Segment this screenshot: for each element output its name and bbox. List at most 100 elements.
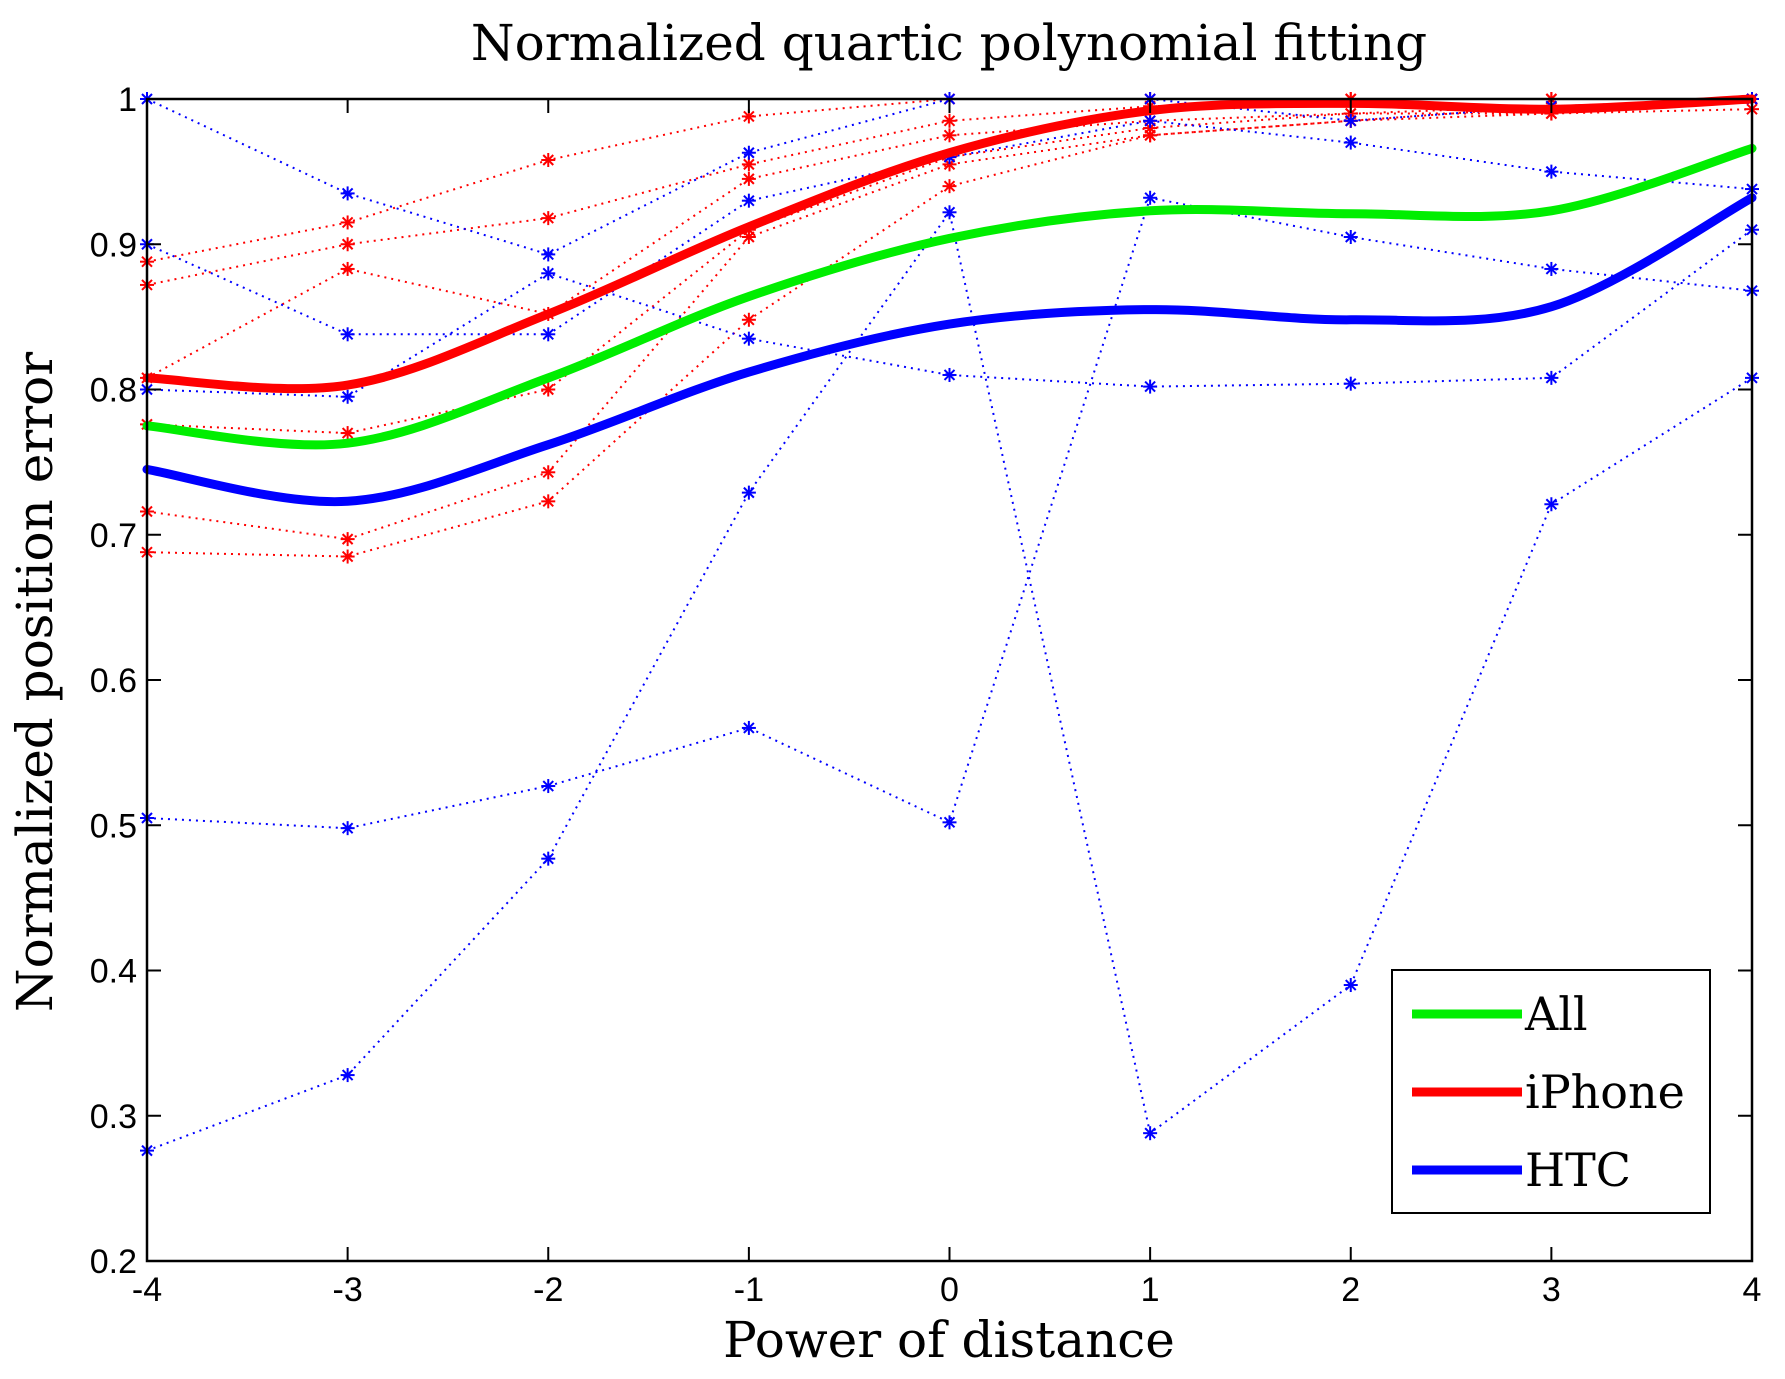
raw-series-line-iphone-0: [146, 98, 1752, 263]
raw-data-point: [942, 179, 957, 194]
y-tick-label: 1: [118, 81, 137, 119]
raw-data-point: [1343, 376, 1358, 391]
y-tick-label: 0.4: [90, 953, 137, 991]
raw-data-point: [942, 205, 957, 220]
marker-stroke: [1545, 498, 1558, 510]
raw-data-point: [541, 465, 556, 480]
raw-data-point: [1343, 135, 1358, 150]
raw-data-point: [942, 128, 957, 143]
marker-stroke: [1345, 979, 1357, 991]
raw-data-point: [1544, 261, 1559, 276]
marker-stroke: [1345, 115, 1357, 127]
raw-data-point: [541, 327, 556, 342]
axis-ticks-layer: -4 -3 -2 -1 0 1 2 3 4 0.2 0.3 0.4 0.5 0.6 0.7 0.8 0.9 1: [90, 81, 1762, 1309]
marker-stroke: [341, 328, 354, 341]
marker-stroke: [341, 187, 354, 200]
raw-data-point: [340, 186, 355, 201]
marker-stroke: [341, 533, 354, 545]
raw-data-point: [340, 215, 355, 230]
x-tick-label: 0: [940, 1271, 959, 1309]
marker-stroke: [341, 216, 354, 229]
x-tick-label: -4: [132, 1271, 162, 1309]
raw-data-point: [1544, 164, 1559, 179]
marker-stroke: [1345, 377, 1357, 390]
marker-stroke: [743, 314, 755, 326]
x-tick-label: 4: [1743, 1271, 1762, 1309]
y-tick-label: 0.8: [90, 372, 137, 410]
marker-stroke: [943, 129, 956, 142]
y-tick-label: 0.2: [90, 1243, 137, 1281]
raw-data-point: [741, 171, 756, 186]
raw-data-point: [1343, 113, 1358, 128]
raw-data-point: [942, 367, 957, 382]
raw-data-point: [340, 261, 355, 276]
marker-stroke: [943, 206, 956, 219]
raw-data-point: [1143, 128, 1158, 143]
y-tick-label: 0.9: [90, 226, 137, 264]
legend-label-all: All: [1524, 987, 1588, 1041]
raw-data-point: [541, 211, 556, 226]
raw-data-point: [741, 485, 756, 500]
marker-stroke: [542, 852, 554, 865]
raw-data-point: [741, 331, 756, 346]
raw-data-point: [1544, 497, 1559, 512]
x-tick-label: 2: [1341, 1271, 1360, 1309]
marker-stroke: [743, 194, 755, 207]
chart-title: Normalized quartic polynomial fitting: [471, 14, 1427, 72]
legend-label-iphone: iPhone: [1525, 1065, 1685, 1119]
raw-data-point: [340, 237, 355, 252]
raw-data-point: [541, 779, 556, 794]
raw-data-point: [340, 327, 355, 342]
marker-stroke: [542, 328, 554, 341]
marker-stroke: [743, 147, 755, 159]
raw-data-point: [541, 153, 556, 168]
marker-stroke: [743, 722, 755, 734]
raw-data-point: [340, 389, 355, 404]
raw-data-point: [541, 266, 556, 281]
marker-stroke: [341, 1069, 354, 1081]
x-axis-label: Power of distance: [723, 1311, 1175, 1369]
raw-data-point: [1343, 229, 1358, 244]
raw-series-line-htc-8: [146, 228, 1753, 398]
marker-stroke: [341, 238, 354, 250]
marker-stroke: [743, 158, 755, 171]
raw-data-point: [541, 851, 556, 866]
raw-data-point: [1143, 379, 1158, 394]
y-tick-label: 0.5: [90, 807, 137, 845]
marker-stroke: [542, 495, 554, 508]
fit-curve-all: [142, 143, 1757, 450]
marker-stroke: [743, 110, 755, 123]
marker-stroke: [743, 231, 755, 243]
marker-stroke: [1144, 192, 1156, 204]
marker-stroke: [1545, 165, 1558, 178]
raw-data-point: [1143, 113, 1158, 128]
marker-stroke: [542, 466, 554, 478]
y-axis-label: Normalized position error: [6, 352, 64, 1012]
raw-data-point: [1143, 1126, 1158, 1141]
marker-stroke: [743, 486, 755, 499]
raw-data-point: [340, 821, 355, 836]
raw-data-point: [1143, 190, 1158, 205]
raw-data-point: [741, 312, 756, 327]
marker-stroke: [1345, 231, 1357, 243]
marker-stroke: [542, 212, 554, 224]
marker-stroke: [1545, 263, 1558, 275]
raw-data-point: [541, 494, 556, 509]
raw-data-point: [741, 229, 756, 244]
raw-data-point: [541, 247, 556, 262]
x-tick-label: 3: [1542, 1271, 1561, 1309]
raw-data-point: [340, 532, 355, 547]
marker-stroke: [542, 780, 554, 792]
marker-stroke: [1345, 136, 1357, 149]
legend-label-htc: HTC: [1525, 1143, 1631, 1197]
marker-stroke: [341, 263, 354, 275]
legend: All iPhone HTC: [1391, 969, 1711, 1214]
marker-stroke: [1144, 115, 1156, 127]
marker-stroke: [542, 248, 554, 261]
raw-data-point: [340, 426, 355, 441]
marker-stroke: [943, 115, 956, 127]
fit-curve-htc: [142, 193, 1757, 507]
raw-data-point: [741, 193, 756, 208]
marker-stroke: [542, 267, 554, 280]
